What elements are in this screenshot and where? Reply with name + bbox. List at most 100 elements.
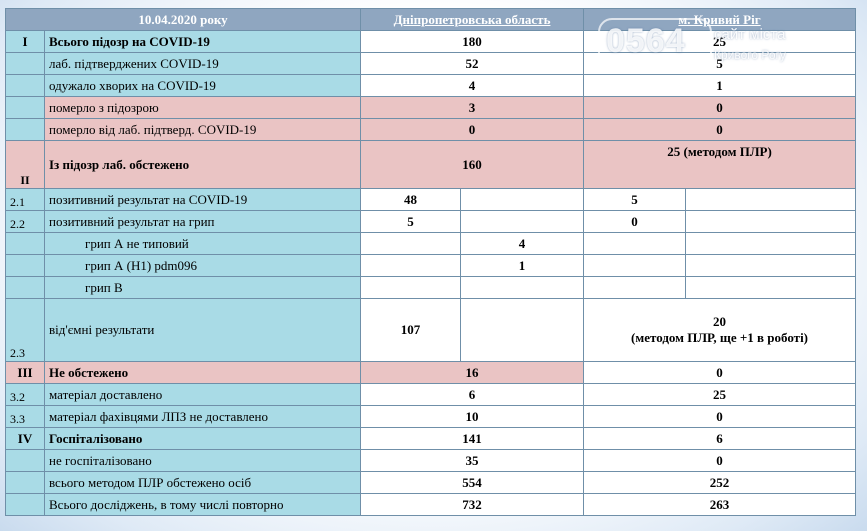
city-value-a: 0 xyxy=(583,210,687,233)
city-value: 0 xyxy=(583,449,857,472)
table-row: грип А (Н1) pdm096 1 xyxy=(5,254,857,277)
row-label: померло з підозрою xyxy=(43,96,362,119)
table-row: Всього досліджень, в тому числі повторно… xyxy=(5,493,857,516)
section-number: 3.3 xyxy=(5,405,45,428)
city-value: 1 xyxy=(583,74,857,97)
city-value-main: 20 xyxy=(713,314,727,329)
row-label: позитивний результат на COVID-19 xyxy=(43,188,362,211)
region-value-a: 107 xyxy=(360,298,462,362)
region-value-a: 5 xyxy=(360,210,462,233)
section-number xyxy=(5,74,45,97)
region-value-b xyxy=(460,276,585,299)
region-value-a xyxy=(360,232,462,255)
region-value-a: 48 xyxy=(360,188,462,211)
city-value-b xyxy=(685,188,857,211)
region-value: 52 xyxy=(360,52,585,75)
region-value: 10 xyxy=(360,405,585,428)
table-row: всього методом ПЛР обстежено осіб 554 25… xyxy=(5,471,857,494)
region-value: 35 xyxy=(360,449,585,472)
table-row: грип А не типовий 4 xyxy=(5,232,857,255)
table-row: I Всього підозр на COVID-19 180 25 xyxy=(5,30,857,53)
city-value: 252 xyxy=(583,471,857,494)
city-value: 5 xyxy=(583,52,857,75)
region-value-b xyxy=(460,298,585,362)
region-value: 0 xyxy=(360,118,585,141)
city-value: 25 xyxy=(583,383,857,406)
row-label: від'ємні результати xyxy=(43,298,362,362)
section-number: 2.1 xyxy=(5,188,45,211)
section-number: 2.3 xyxy=(5,298,45,362)
region-value: 160 xyxy=(360,140,585,189)
row-label: матеріал доставлено xyxy=(43,383,362,406)
table-row: одужало хворих на COVID-19 4 1 xyxy=(5,74,857,97)
section-number xyxy=(5,96,45,119)
section-number xyxy=(5,449,45,472)
section-number: 3.2 xyxy=(5,383,45,406)
city-value: 6 xyxy=(583,427,857,450)
region-value-b xyxy=(460,210,585,233)
table-row: IV Госпіталізовано 141 6 xyxy=(5,427,857,450)
city-value-a xyxy=(583,232,687,255)
row-label: Всього підозр на COVID-19 xyxy=(43,30,362,53)
city-value-a xyxy=(583,276,687,299)
section-number xyxy=(5,52,45,75)
city-value: 25 xyxy=(583,30,857,53)
region-value: 16 xyxy=(360,361,585,384)
region-value: 141 xyxy=(360,427,585,450)
section-number: 2.2 xyxy=(5,210,45,233)
row-label: грип А (Н1) pdm096 xyxy=(43,254,362,277)
row-label: Не обстежено xyxy=(43,361,362,384)
row-label: померло від лаб. підтверд. COVID-19 xyxy=(43,118,362,141)
table-row: II Із підозр лаб. обстежено 160 25 (мето… xyxy=(5,140,857,189)
section-number xyxy=(5,254,45,277)
city-value: 0 xyxy=(583,118,857,141)
section-number: III xyxy=(5,361,45,384)
table-row: лаб. підтверджених COVID-19 52 5 xyxy=(5,52,857,75)
section-number xyxy=(5,232,45,255)
row-label: Із підозр лаб. обстежено xyxy=(43,140,362,189)
region-value: 180 xyxy=(360,30,585,53)
city-value-b xyxy=(685,254,857,277)
city-value-b xyxy=(685,276,857,299)
section-number xyxy=(5,471,45,494)
region-value-b xyxy=(460,188,585,211)
city-value-note: (методом ПЛР, ще +1 в роботі) xyxy=(631,330,809,345)
table-row: 3.3 матеріал фахівцями ЛПЗ не доставлено… xyxy=(5,405,857,428)
row-label: лаб. підтверджених COVID-19 xyxy=(43,52,362,75)
city-value: 25 (методом ПЛР) xyxy=(583,140,857,189)
table-row: III Не обстежено 16 0 xyxy=(5,361,857,384)
section-number xyxy=(5,118,45,141)
section-number: II xyxy=(5,140,45,189)
header-city: м. Кривий Ріг xyxy=(583,8,857,31)
row-label: Госпіталізовано xyxy=(43,427,362,450)
city-value: 263 xyxy=(583,493,857,516)
row-label: всього методом ПЛР обстежено осіб xyxy=(43,471,362,494)
city-value: 0 xyxy=(583,361,857,384)
table-header-row: 10.04.2020 року Дніпропетровська область… xyxy=(4,8,857,31)
city-value: 0 xyxy=(583,96,857,119)
section-number xyxy=(5,493,45,516)
city-value-a xyxy=(583,254,687,277)
section-number: IV xyxy=(5,427,45,450)
table-row: 2.1 позитивний результат на COVID-19 48 … xyxy=(5,188,857,211)
city-value-a: 5 xyxy=(583,188,687,211)
covid-stats-table: 10.04.2020 року Дніпропетровська область… xyxy=(4,8,857,516)
row-label: одужало хворих на COVID-19 xyxy=(43,74,362,97)
row-label: матеріал фахівцями ЛПЗ не доставлено xyxy=(43,405,362,428)
table-row: померло з підозрою 3 0 xyxy=(5,96,857,119)
city-value: 20 (методом ПЛР, ще +1 в роботі) xyxy=(583,298,857,362)
section-number: I xyxy=(5,30,45,53)
table-row: 3.2 матеріал доставлено 6 25 xyxy=(5,383,857,406)
region-value-b: 1 xyxy=(460,254,585,277)
table-row: грип В xyxy=(5,276,857,299)
region-value-a xyxy=(360,254,462,277)
header-region: Дніпропетровська область xyxy=(360,8,585,31)
table-row: не госпіталізовано 35 0 xyxy=(5,449,857,472)
table-row: 2.2 позитивний результат на грип 5 0 xyxy=(5,210,857,233)
region-value: 4 xyxy=(360,74,585,97)
region-value: 6 xyxy=(360,383,585,406)
region-value: 554 xyxy=(360,471,585,494)
city-value-b xyxy=(685,232,857,255)
city-value-b xyxy=(685,210,857,233)
row-label: грип А не типовий xyxy=(43,232,362,255)
